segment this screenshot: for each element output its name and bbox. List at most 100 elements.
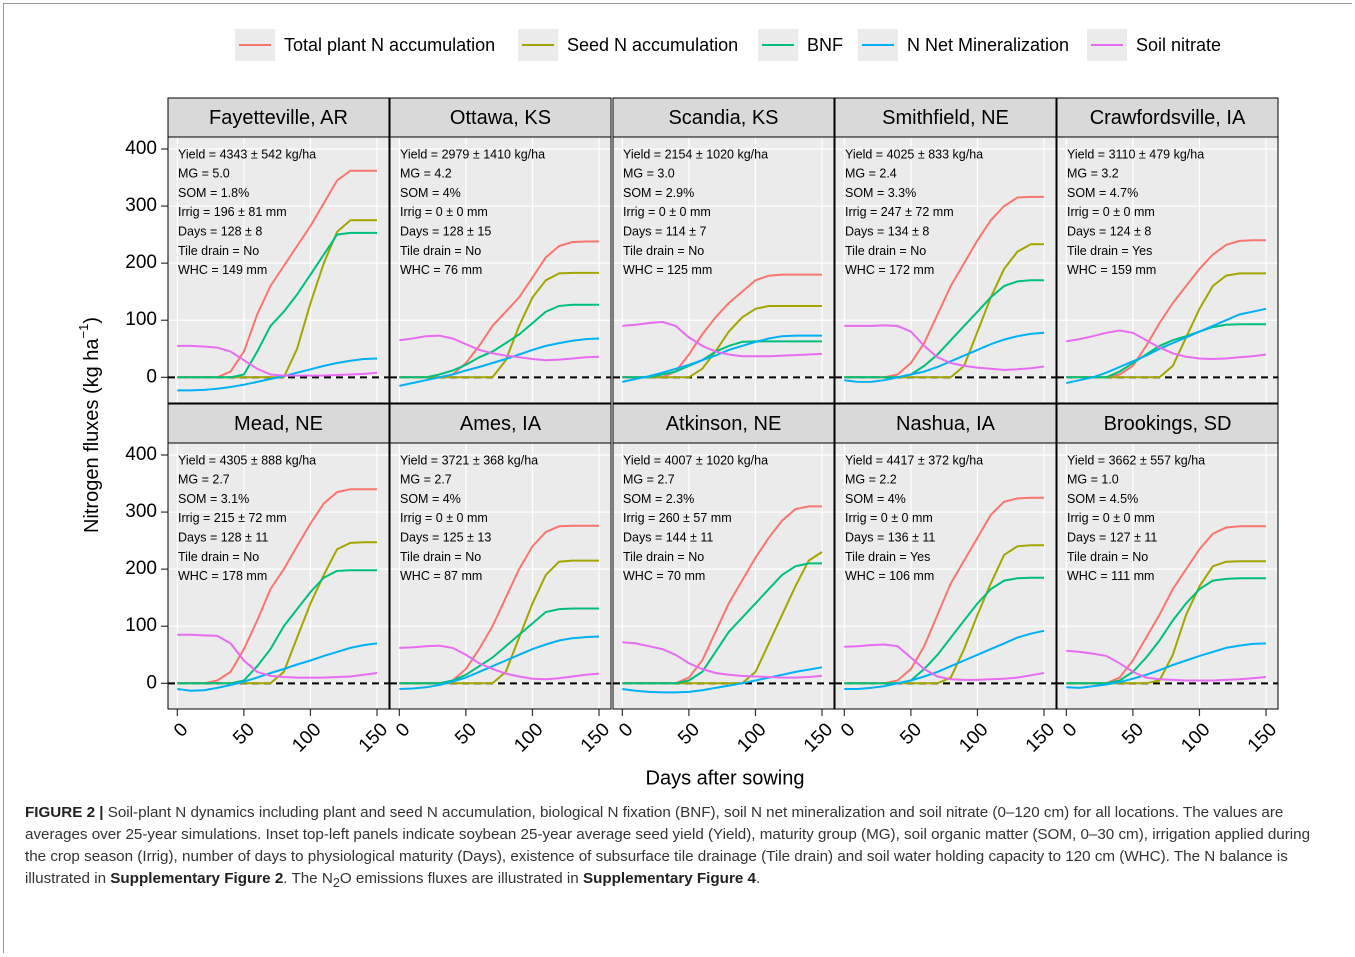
series-line [1066, 323, 1266, 379]
panel-title: Mead, NE [234, 413, 323, 435]
panel-annotation: Irrig = 0 ± 0 mm [623, 205, 711, 219]
panel-title: Smithfield, NE [882, 107, 1009, 129]
strip [167, 97, 390, 138]
y-tick-label: 300 [125, 195, 157, 216]
panel-annotation: WHC = 159 mm [1067, 263, 1156, 277]
panel-annotation: MG = 2.7 [400, 473, 452, 487]
legend-label: Total plant N accumulation [284, 35, 495, 55]
series-line [177, 642, 378, 692]
panel-annotation: Yield = 3110 ± 479 kg/ha [1067, 147, 1204, 161]
series-line [1066, 307, 1267, 384]
series-line [177, 231, 377, 379]
y-tick-label: 300 [125, 501, 157, 522]
series-line [844, 576, 1044, 685]
panel-title: Ames, IA [460, 413, 542, 435]
strip [1056, 403, 1279, 444]
panel-annotation: Yield = 2154 ± 1020 kg/ha [623, 147, 768, 161]
panel-border [1056, 442, 1279, 710]
panel-title: Crawfordsville, IA [1090, 107, 1246, 129]
caption-text: Soil-plant N dynamics including plant an… [25, 804, 1311, 887]
series-line [1066, 577, 1266, 685]
x-tick-label: 0 [615, 719, 637, 741]
x-tick-label: 50 [229, 719, 259, 749]
series-line [399, 303, 599, 379]
x-tick-label: 100 [955, 719, 992, 756]
panel-annotation: Tile drain = No [1067, 550, 1148, 564]
panel-annotation: Yield = 4305 ± 888 kg/ha [178, 453, 316, 467]
panel-annotation: Days = 128 ± 8 [178, 224, 262, 238]
y-label-main: Nitrogen fluxes (kg ha [81, 338, 103, 533]
panel-annotation: Tile drain = No [623, 244, 704, 258]
panel-annotation: WHC = 76 mm [400, 263, 482, 277]
panel-annotation: Tile drain = No [845, 244, 926, 258]
panel-annotation: Yield = 2979 ± 1410 kg/ha [400, 147, 545, 161]
panel-annotation: Days = 136 ± 11 [845, 530, 935, 544]
panel-border [389, 442, 612, 710]
x-tick-label: 0 [837, 719, 859, 741]
strip [1056, 97, 1279, 138]
panel-annotation: Irrig = 0 ± 0 mm [400, 511, 488, 525]
panel-background [390, 443, 611, 709]
panel-annotation: Tile drain = No [178, 244, 259, 258]
legend-label: N Net Mineralization [907, 35, 1069, 55]
y-tick-label: 200 [125, 252, 157, 273]
series-line [399, 334, 600, 362]
caption: FIGURE 2 | Soil-plant N dynamics includi… [25, 802, 1335, 894]
panel-annotation: Yield = 3662 ± 557 kg/ha [1067, 453, 1205, 467]
panel-annotation: WHC = 178 mm [178, 569, 267, 583]
panel-annotation: MG = 3.0 [623, 167, 675, 181]
caption-text: O emissions fluxes are illustrated in [339, 870, 583, 887]
series-line [844, 331, 1045, 383]
panel-title: Scandia, KS [668, 107, 778, 129]
panel-background [835, 443, 1056, 709]
x-tick-label: 50 [674, 719, 704, 749]
panel-annotation: SOM = 4% [400, 186, 461, 200]
series-line [622, 562, 822, 685]
panel-annotation: MG = 2.2 [845, 473, 897, 487]
panel-annotation: MG = 2.7 [178, 473, 230, 487]
panel-annotation: MG = 2.7 [623, 473, 675, 487]
panel-annotation: Tile drain = Yes [1067, 244, 1152, 258]
panel-annotation: SOM = 3.1% [178, 492, 249, 506]
figure-frame [3, 3, 1352, 953]
panel-background [613, 137, 834, 403]
panel-annotation: SOM = 4.7% [1067, 186, 1138, 200]
panel-annotation: Irrig = 247 ± 72 mm [845, 205, 954, 219]
x-tick-label: 150 [577, 719, 614, 756]
panel-title: Atkinson, NE [666, 413, 782, 435]
panel-annotation: Days = 128 ± 15 [400, 224, 491, 238]
panel-annotation: Tile drain = Yes [845, 550, 930, 564]
y-label-sup: −1 [76, 324, 91, 339]
strip [612, 403, 835, 444]
x-tick-label: 150 [1022, 719, 1059, 756]
legend-label: BNF [807, 35, 843, 55]
panel-annotation: SOM = 1.8% [178, 186, 249, 200]
y-axis-label: Nitrogen fluxes (kg ha−1) [76, 317, 103, 533]
panel-annotation: Irrig = 260 ± 57 mm [623, 511, 732, 525]
panel-annotation: WHC = 149 mm [178, 263, 267, 277]
panel-annotation: Days = 144 ± 11 [623, 530, 713, 544]
strip [389, 97, 612, 138]
panel-annotation: WHC = 125 mm [623, 263, 712, 277]
panel-annotation: Tile drain = No [178, 550, 259, 564]
panel-annotation: Days = 134 ± 8 [845, 224, 929, 238]
caption-label: FIGURE 2 | [25, 804, 104, 821]
panel-annotation: Yield = 4417 ± 372 kg/ha [845, 453, 983, 467]
series-line [622, 641, 823, 679]
x-tick-label: 0 [1059, 719, 1081, 741]
panel-annotation: SOM = 2.3% [623, 492, 694, 506]
y-label-close: ) [81, 317, 103, 324]
x-tick-label: 0 [392, 719, 414, 741]
panel-border [834, 136, 1057, 404]
panel-annotation: Days = 124 ± 8 [1067, 224, 1151, 238]
panel-annotation: SOM = 2.9% [623, 186, 694, 200]
x-tick-label: 100 [1177, 719, 1214, 756]
panel-annotation: Irrig = 0 ± 0 mm [1067, 511, 1155, 525]
panel-border [834, 442, 1057, 710]
y-tick-label: 200 [125, 558, 157, 579]
panel-annotation: Yield = 3721 ± 368 kg/ha [400, 453, 538, 467]
panel-annotation: SOM = 3.3% [845, 186, 916, 200]
strip [834, 403, 1057, 444]
x-tick-label: 150 [355, 719, 392, 756]
